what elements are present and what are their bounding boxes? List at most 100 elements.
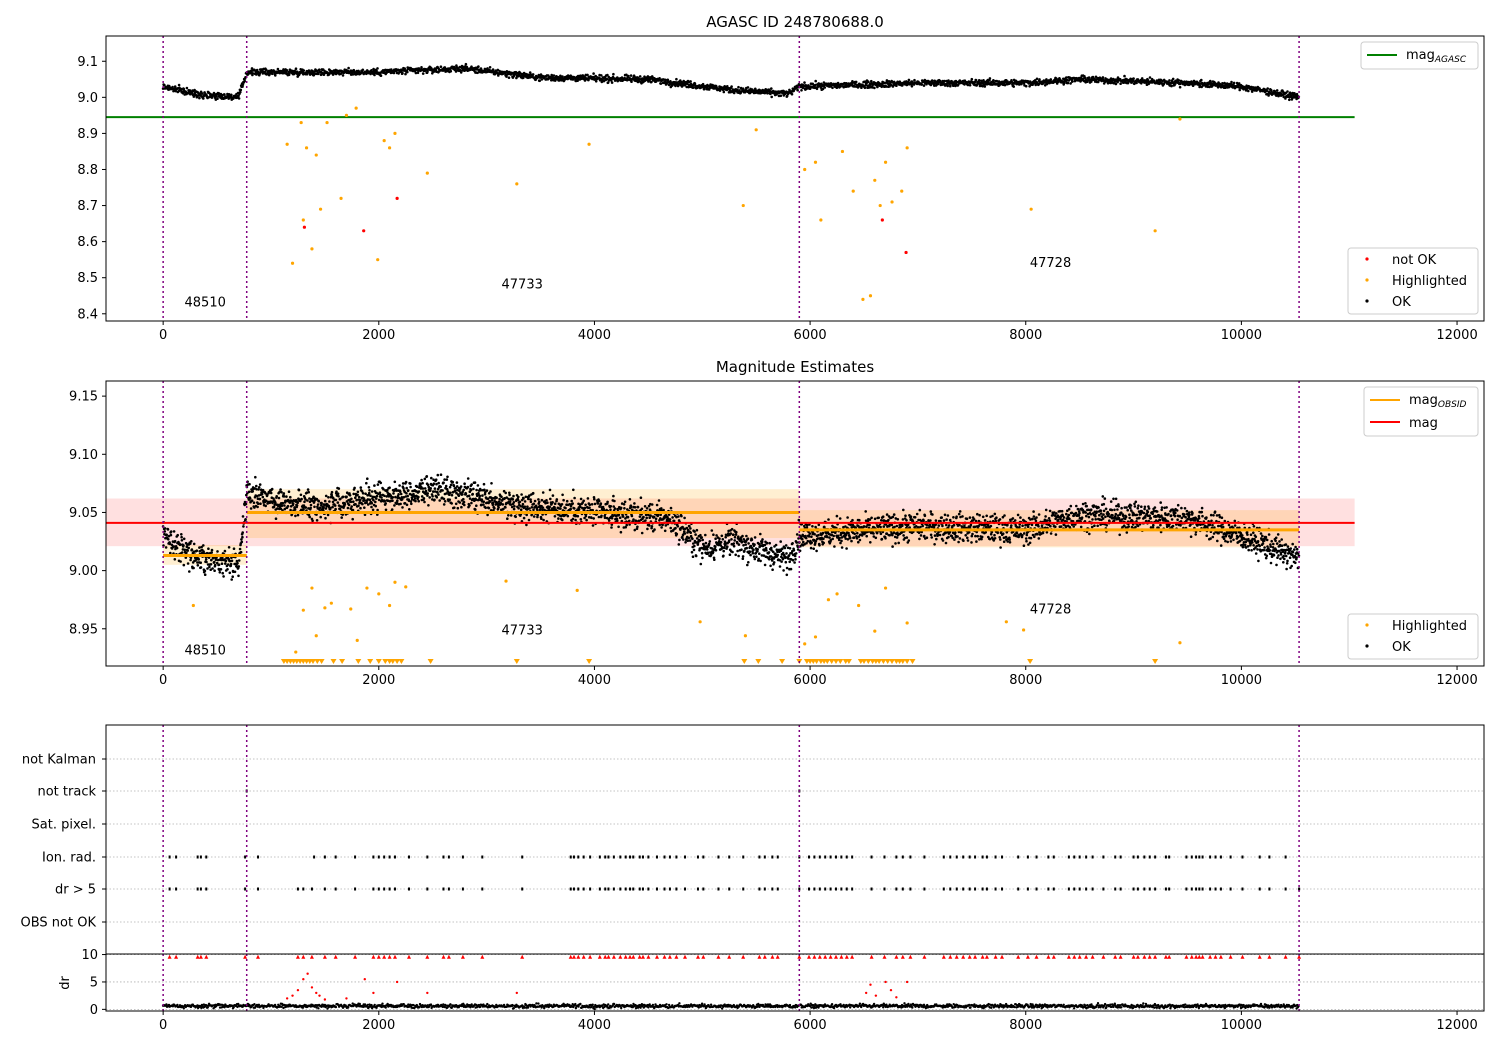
ok-point [983,85,987,88]
ok-point [446,475,449,479]
ok-point [441,489,444,492]
ok-point [215,95,218,98]
ok-point [199,566,203,569]
ok-point [727,539,731,542]
ok-point [838,536,841,540]
ok-point [428,496,432,499]
ok-point [593,497,596,501]
ok-point [445,478,449,481]
ok-point [361,502,364,506]
ok-point [540,498,544,502]
ok-point [229,562,233,566]
ok-point [718,537,721,540]
highlighted-point [890,200,894,204]
ok-point [724,535,727,539]
ok-point [743,549,746,553]
ok-point [643,75,646,78]
ok-point [371,508,375,512]
ok-point [794,552,798,555]
ok-point [462,497,465,501]
ok-point [306,488,310,491]
ok-point [423,500,426,504]
ok-point [875,531,879,535]
ok-point [353,486,356,490]
ok-point [784,544,788,547]
ok-point [771,568,774,571]
ok-point [510,505,514,509]
ok-point [497,506,500,509]
ok-point [853,532,856,536]
highlighted-point [354,106,358,110]
ok-point [559,507,562,510]
ok-point [792,549,796,552]
ok-point [1066,81,1070,85]
ok-point [551,501,554,504]
ok-point [740,548,743,551]
ok-point [378,491,382,495]
ok-point [836,534,840,538]
ok-point [375,69,378,73]
ok-point [233,570,237,574]
ok-point [369,494,372,498]
ok-point [551,494,555,497]
ok-point [379,481,383,485]
panel1-legend-bottom: not OK Highlighted OK [1347,247,1479,315]
ok-point [868,523,871,527]
ok-point [475,504,478,508]
ok-point [593,502,597,506]
ok-point [457,494,461,498]
ok-point [768,557,771,561]
ok-point [636,525,639,529]
panel1-ytick-label: 8.7 [77,199,98,214]
ok-point [471,492,475,496]
ok-point [272,505,276,509]
ok-point [406,70,409,74]
ok-point [632,74,636,77]
ok-point [669,526,672,530]
ok-point [257,486,261,489]
ok-point [264,504,268,508]
ok-point [165,533,168,537]
ok-point [493,72,497,76]
ok-point [582,499,585,503]
ok-point [316,503,320,506]
ok-point [285,495,288,498]
panel1-ytick-label: 8.8 [77,163,98,178]
ok-point [895,84,898,87]
ok-point [752,548,755,552]
ok-point [302,508,305,511]
ok-point [795,541,799,544]
legend-label-ok: OK [1392,295,1411,310]
ok-point [995,79,999,83]
ok-point [406,494,410,498]
ok-point [464,492,468,496]
ok-point [596,502,600,505]
ok-point [817,533,820,537]
ok-point [793,561,796,564]
ok-point [600,514,603,518]
panel1-title: AGASC ID 248780688.0 [706,13,884,31]
panel1-ytick-label: 8.6 [77,235,98,250]
ok-point [565,499,569,503]
ok-point [186,549,189,552]
ok-point [610,81,614,84]
ok-point [560,503,564,506]
ok-point [851,518,854,522]
ok-point [701,556,704,560]
ok-point [190,548,194,551]
ok-point [173,85,177,88]
ok-point [619,530,623,534]
ok-point [376,483,380,486]
ok-point [525,513,528,517]
ok-point [572,488,575,492]
ok-point [453,506,456,510]
ok-point [173,539,177,543]
ok-point [949,84,952,88]
ok-point [609,508,612,512]
ok-point [756,548,759,551]
ok-point [243,79,246,83]
ok-point [528,507,531,510]
ok-point [179,543,182,546]
ok-point [779,540,782,543]
ok-point [797,518,801,522]
